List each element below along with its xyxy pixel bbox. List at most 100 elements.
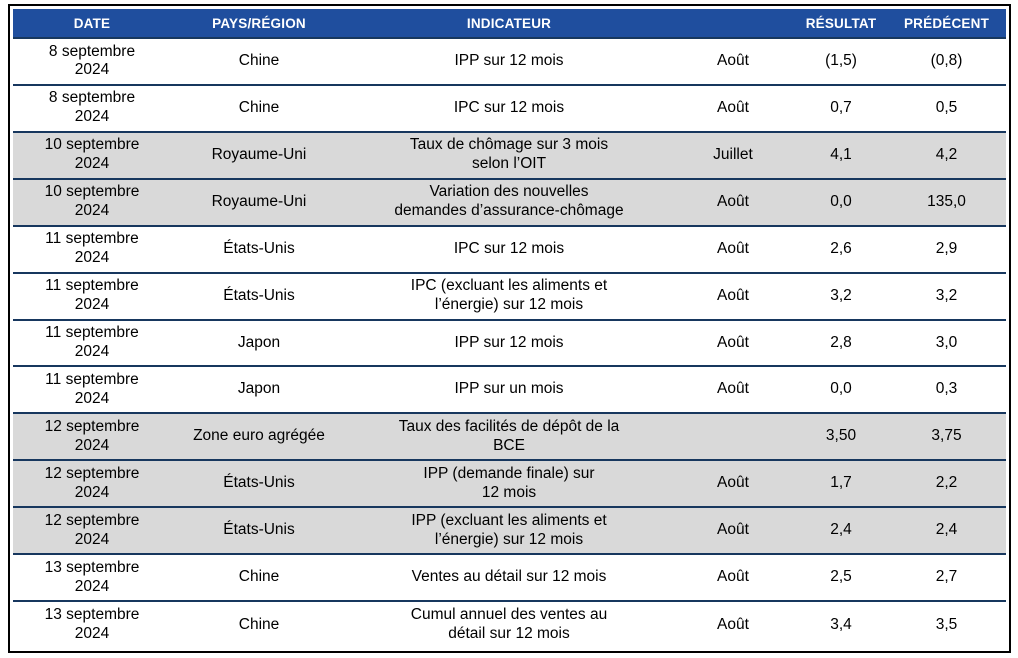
cell-date: 11 septembre 2024 — [45, 230, 139, 267]
cell-date: 13 septembre 2024 — [44, 606, 140, 643]
cell-region: Royaume-Uni — [171, 131, 347, 179]
table-row: 10 septembre 2024 Royaume-Uni Taux de ch… — [13, 131, 1006, 179]
cell-result: (1,5) — [825, 52, 857, 69]
cell-period: Août — [717, 98, 749, 116]
cell-region: Chine — [238, 615, 280, 633]
cell-region: États-Unis — [171, 507, 347, 555]
indicators-table: DATE PAYS/RÉGION INDICATEUR RÉSULTAT PRÉ… — [13, 9, 1006, 648]
cell-region: Chine — [238, 98, 280, 116]
cell-result: 3,50 — [795, 413, 887, 461]
cell-result: 0,0 — [830, 380, 852, 398]
cell-previous: 0,3 — [935, 380, 958, 398]
column-header-region: PAYS/RÉGION — [171, 9, 347, 38]
cell-previous: 4,2 — [887, 131, 1006, 179]
table-row: 11 septembre 2024 Japon IPP sur 12 mois … — [13, 319, 1006, 367]
table-row: 11 septembre 2024 États-Unis IPC (exclua… — [13, 272, 1006, 320]
cell-date: 10 septembre 2024 — [13, 131, 171, 179]
cell-period: Août — [717, 380, 749, 398]
table-row: 11 septembre 2024 Japon IPP sur un mois … — [13, 366, 1006, 413]
table-body: 8 septembre 2024 Chine IPP sur 12 mois A… — [13, 38, 1006, 648]
cell-previous: 3,75 — [887, 413, 1006, 461]
cell-previous: 0,5 — [935, 98, 958, 116]
cell-result: 3,2 — [830, 286, 852, 304]
cell-period — [671, 413, 795, 461]
cell-period: Août — [717, 286, 749, 304]
economic-calendar-table: DATE PAYS/RÉGION INDICATEUR RÉSULTAT PRÉ… — [8, 4, 1011, 653]
cell-previous: 2,7 — [935, 568, 958, 586]
column-header-date: DATE — [13, 9, 171, 38]
cell-region: Chine — [238, 52, 280, 69]
cell-indicator: IPC (excluant les aliments et l’énergie)… — [410, 277, 608, 314]
cell-indicator: IPP sur 12 mois — [454, 52, 564, 69]
cell-date: 11 septembre 2024 — [45, 324, 139, 360]
column-header-indicator: INDICATEUR — [347, 9, 671, 38]
cell-indicator: IPP (excluant les aliments et l’énergie)… — [347, 507, 671, 555]
cell-period: Août — [671, 507, 795, 555]
cell-indicator: IPP sur un mois — [454, 380, 564, 398]
cell-date: 13 septembre 2024 — [44, 558, 140, 595]
cell-previous: 3,0 — [935, 333, 958, 351]
column-header-period — [671, 9, 795, 38]
cell-result: 2,4 — [795, 507, 887, 555]
cell-period: Août — [671, 178, 795, 226]
cell-result: 2,6 — [830, 239, 852, 257]
cell-date: 12 septembre 2024 — [13, 413, 171, 461]
cell-result: 3,4 — [830, 615, 852, 633]
cell-region: Zone euro agrégée — [171, 413, 347, 461]
cell-period: Août — [717, 52, 749, 69]
table-row: 12 septembre 2024 États-Unis IPP (exclua… — [13, 507, 1006, 555]
cell-region: Japon — [237, 380, 281, 398]
cell-indicator: Cumul annuel des ventes au détail sur 12… — [410, 606, 608, 643]
table-header: DATE PAYS/RÉGION INDICATEUR RÉSULTAT PRÉ… — [13, 9, 1006, 38]
table-row: 10 septembre 2024 Royaume-Uni Variation … — [13, 178, 1006, 226]
table-row: 11 septembre 2024 États-Unis IPC sur 12 … — [13, 225, 1006, 273]
cell-indicator: IPC sur 12 mois — [453, 239, 565, 257]
cell-region: États-Unis — [171, 460, 347, 508]
cell-date: 12 septembre 2024 — [13, 507, 171, 555]
cell-region: Royaume-Uni — [171, 178, 347, 226]
cell-result: 0,7 — [830, 98, 852, 116]
cell-result: 2,5 — [830, 568, 852, 586]
table-row: 8 septembre 2024 Chine IPP sur 12 mois A… — [13, 38, 1006, 85]
table-row: 8 septembre 2024 Chine IPC sur 12 mois A… — [13, 84, 1006, 132]
cell-period: Août — [717, 568, 749, 586]
cell-period: Août — [717, 239, 749, 257]
cell-region: États-Unis — [223, 239, 295, 257]
cell-period: Août — [717, 615, 749, 633]
cell-period: Août — [671, 460, 795, 508]
cell-period: Août — [717, 333, 749, 351]
cell-region: Chine — [238, 568, 280, 586]
cell-date: 8 septembre 2024 — [48, 89, 136, 126]
cell-indicator: IPC sur 12 mois — [453, 98, 565, 116]
table-row: 13 septembre 2024 Chine Cumul annuel des… — [13, 601, 1006, 648]
cell-period: Juillet — [671, 131, 795, 179]
cell-previous: (0,8) — [930, 52, 963, 69]
cell-previous: 135,0 — [887, 178, 1006, 226]
cell-previous: 2,9 — [935, 239, 958, 257]
header-row: DATE PAYS/RÉGION INDICATEUR RÉSULTAT PRÉ… — [13, 9, 1006, 38]
cell-previous: 3,2 — [935, 286, 958, 304]
cell-indicator: IPP (demande finale) sur 12 mois — [347, 460, 671, 508]
cell-indicator: IPP sur 12 mois — [454, 333, 564, 351]
column-header-previous: PRÉDÉCENT — [887, 9, 1006, 38]
cell-date: 11 septembre 2024 — [45, 371, 139, 407]
cell-date: 11 septembre 2024 — [45, 277, 139, 314]
cell-indicator: Variation des nouvelles demandes d’assur… — [347, 178, 671, 226]
cell-indicator: Taux de chômage sur 3 mois selon l’OIT — [347, 131, 671, 179]
table-row: 13 septembre 2024 Chine Ventes au détail… — [13, 554, 1006, 601]
cell-indicator: Taux des facilités de dépôt de la BCE — [347, 413, 671, 461]
cell-result: 2,8 — [830, 333, 852, 351]
cell-previous: 2,4 — [887, 507, 1006, 555]
cell-region: Japon — [237, 333, 281, 351]
cell-result: 4,1 — [795, 131, 887, 179]
column-header-result: RÉSULTAT — [795, 9, 887, 38]
cell-result: 1,7 — [795, 460, 887, 508]
cell-region: États-Unis — [223, 286, 295, 304]
cell-date: 8 septembre 2024 — [48, 42, 136, 79]
cell-date: 12 septembre 2024 — [13, 460, 171, 508]
cell-date: 10 septembre 2024 — [13, 178, 171, 226]
cell-result: 0,0 — [795, 178, 887, 226]
cell-indicator: Ventes au détail sur 12 mois — [411, 568, 607, 586]
table-row: 12 septembre 2024 États-Unis IPP (demand… — [13, 460, 1006, 508]
cell-previous: 3,5 — [935, 615, 958, 633]
